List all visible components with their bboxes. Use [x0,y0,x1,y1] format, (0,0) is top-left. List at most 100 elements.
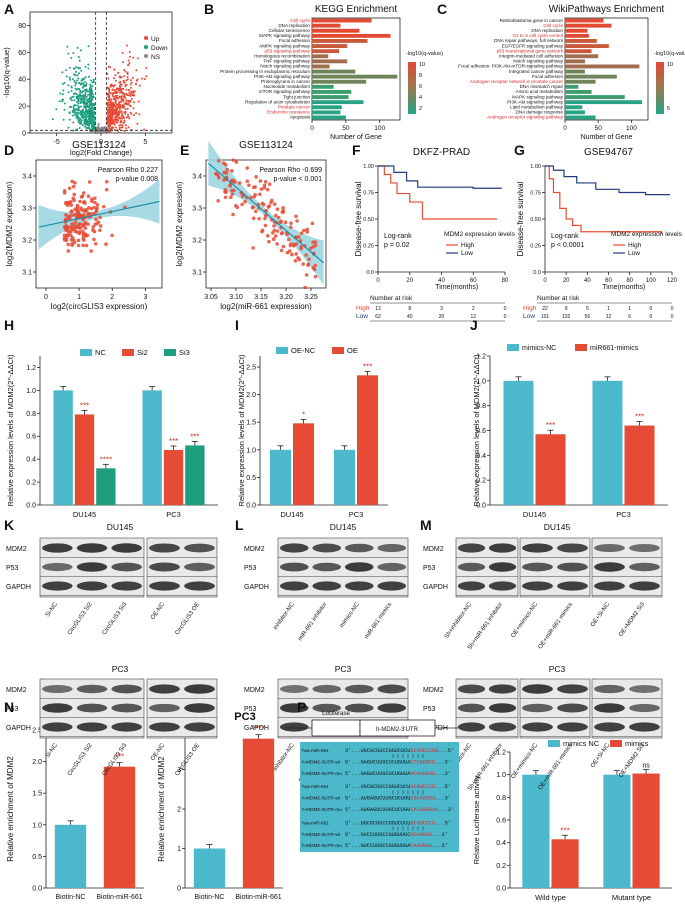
group-label: DU145 [280,510,303,519]
scatter-point [71,184,76,189]
down-point [78,127,81,130]
colorbar-tick: 10 [667,62,673,68]
category-label: Biotin-miR-661 [96,894,142,901]
up-point [119,105,122,108]
x-tick: 40 [438,278,445,284]
enrich-bar [565,74,617,79]
down-point [93,104,96,107]
scatter-point [62,191,67,195]
protein-band [488,562,517,572]
x-tick: 120 [667,278,678,284]
risk-low-count: 132 [562,314,571,320]
scatter-point [101,204,106,209]
up-point [119,96,122,99]
up-point [116,108,119,111]
down-point [72,67,75,70]
down-point [74,70,77,73]
protein-band [457,684,486,694]
ns-point [95,126,98,129]
x-tick: 0 [310,125,314,132]
down-point [80,82,83,85]
up-point [114,117,117,120]
scatter-point [249,195,253,200]
x-axis-label: Number of Gene [330,134,382,141]
protein-band [42,562,73,572]
down-point [87,93,90,96]
up-point [111,126,114,129]
protein-band [488,581,517,591]
protein-band [42,722,73,732]
enrich-bar [312,79,367,84]
lane-label: CircGLIS3 OE [174,602,201,637]
blot-row-label: MDM2 [244,546,265,553]
sequence-text: 3'...UGCGCGUCCGGUCUCUGCGUCCCU...5' [345,784,451,790]
down-point [68,118,71,121]
scatter-point [110,233,114,238]
x-axis-label: log2(Fold Change) [70,148,133,157]
up-point [123,102,126,105]
up-point [124,110,127,113]
pathway-label: EGF/EGFR signaling pathway [502,43,564,48]
protein-band [111,703,142,713]
ns-point [93,129,96,132]
x-axis-label: log2(circGLIS3 expression) [51,302,148,311]
down-point [73,108,76,111]
enrich-bar [565,69,585,74]
up-point [108,98,111,101]
protein-band [184,684,215,694]
down-point [84,89,87,92]
scatter-point [93,200,97,205]
x-tick: 2 [110,294,114,301]
risk-high-label: High [523,305,537,312]
up-point [119,87,122,90]
scatter-point [98,224,103,228]
scatter-point [67,230,72,234]
sequence-text: 5'...AUGAGUCUUGCUCUGUCGCAGGGA...3' [345,796,451,802]
y-tick: 3.3 [22,206,32,213]
up-point [109,92,112,95]
scatter-point [94,217,98,222]
up-point [116,118,119,121]
up-point [111,88,114,91]
down-point [70,57,73,60]
regression-line [38,200,160,228]
up-point [125,88,128,91]
y-tick: 1.0 [476,378,486,385]
pathway-label: MAPK signaling pathway [512,94,564,99]
km-curve-low [378,165,502,189]
down-point [74,111,77,114]
x-tick: 0 [563,125,567,132]
bar [54,824,87,888]
lane-label: OE+mimics-NC [510,601,539,639]
scatter-point [234,160,239,164]
down-point [92,111,95,114]
scatter-point [259,187,264,191]
risk-high-count: 0 [671,306,674,312]
colorbar [656,62,664,114]
lane-label: OE-NC [150,601,166,621]
pathway-label: Focal adhesion: PI3K-Akt-mTOR-signaling … [458,64,564,69]
bar [333,449,355,505]
x-tick: 60 [470,278,477,284]
down-point [79,102,82,105]
up-point [121,124,124,127]
scatter-point [225,167,230,172]
down-point [75,116,78,119]
plot-frame [29,11,173,134]
chart-title: GSE113124 [72,140,126,151]
up-point [118,124,121,127]
down-point [90,89,93,92]
up-point [125,83,128,86]
protein-band [312,684,342,694]
protein-band [184,581,215,591]
up-point [112,77,115,80]
down-point [81,108,84,111]
y-axis-label: -log10(q-value) [2,47,11,98]
down-point [80,79,83,82]
down-point [77,109,80,112]
y-axis-label: log2(MDM2 expression) [175,181,184,266]
plot-frame [35,159,163,289]
scatter-point [294,252,299,256]
up-point [110,101,113,104]
